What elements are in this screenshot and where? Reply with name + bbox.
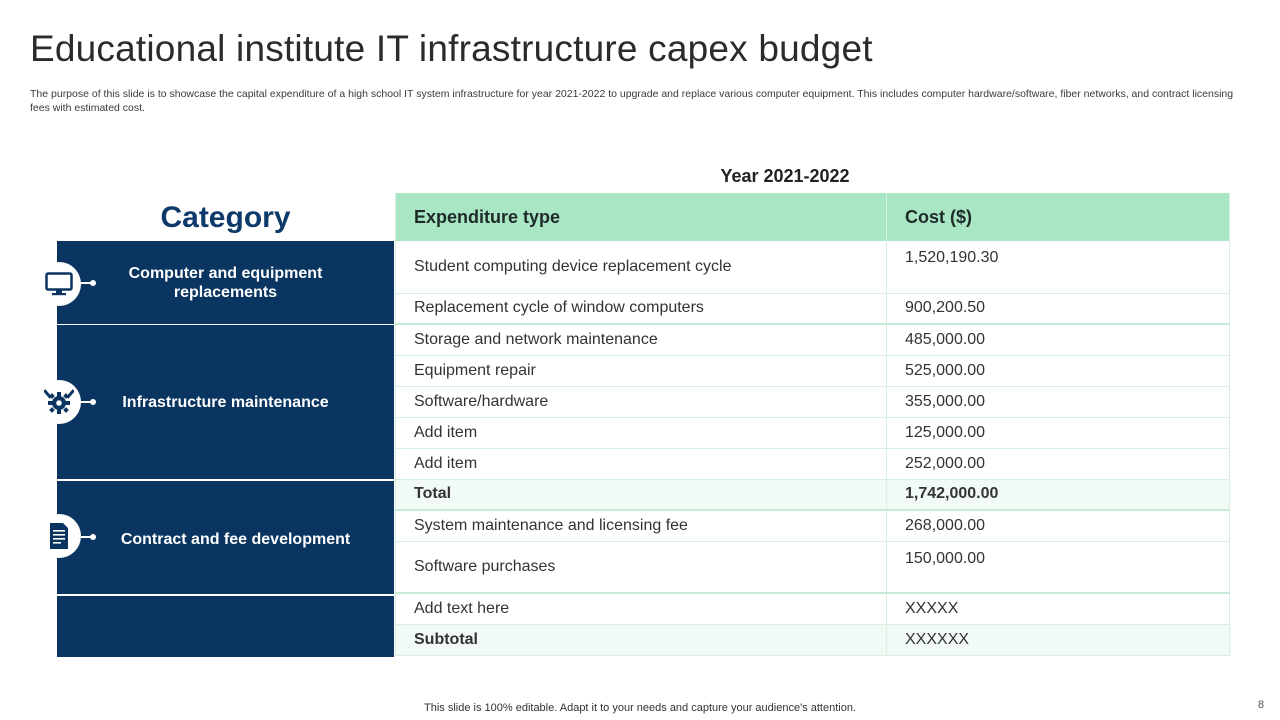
capex-table: Expenditure type Cost ($) Student comput… [395,193,1230,656]
expenditure-cell: Equipment repair [395,355,887,387]
cost-cell: 125,000.00 [886,417,1230,449]
subtotal-label: Subtotal [395,624,887,656]
cost-cell: 900,200.50 [886,293,1230,325]
table-row: System maintenance and licensing fee 268… [395,510,1230,542]
table-header-row: Expenditure type Cost ($) [395,193,1230,241]
cost-cell: 525,000.00 [886,355,1230,387]
table-row: Replacement cycle of window computers 90… [395,293,1230,325]
total-value: 1,742,000.00 [886,479,1230,511]
expenditure-cell: Software/hardware [395,386,887,418]
table-row: Add item 125,000.00 [395,417,1230,449]
expenditure-cell: Add text here [395,593,887,625]
slide-description: The purpose of this slide is to showcase… [30,88,1234,114]
cost-cell: 1,520,190.30 [886,241,1230,294]
expenditure-cell: Add item [395,448,887,480]
cost-cell: 485,000.00 [886,324,1230,356]
cost-cell: 150,000.00 [886,541,1230,594]
table-row: Software purchases 150,000.00 [395,541,1230,594]
cost-cell: 252,000.00 [886,448,1230,480]
gear-tools-icon [37,380,81,424]
cost-cell: 355,000.00 [886,386,1230,418]
connector-line [81,534,96,540]
table-row: Add text here XXXXX [395,593,1230,625]
monitor-icon [37,262,81,306]
header-expenditure-type: Expenditure type [395,193,887,241]
expenditure-cell: System maintenance and licensing fee [395,510,887,542]
connector-line [81,399,96,405]
category-label: Infrastructure maintenance [122,393,329,411]
category-block-computer: Computer and equipment replacements [57,241,394,324]
total-row: Total 1,742,000.00 [395,479,1230,511]
year-label: Year 2021-2022 [720,166,850,186]
table-row: Add item 252,000.00 [395,448,1230,480]
category-label: Computer and equipment replacements [128,264,323,301]
header-cost: Cost ($) [886,193,1230,241]
page-number: 8 [1257,699,1264,711]
table-row: Equipment repair 525,000.00 [395,355,1230,387]
category-label: Contract and fee development [120,531,351,548]
expenditure-cell: Add item [395,417,887,449]
connector-line [81,280,96,286]
total-label: Total [395,479,887,511]
footer-note: This slide is 100% editable. Adapt it to… [0,702,1280,714]
subtotal-row: Subtotal XXXXXX [395,624,1230,656]
category-block-empty [57,596,394,657]
subtotal-value: XXXXXX [886,624,1230,656]
expenditure-cell: Storage and network maintenance [395,324,887,356]
footer-text: This slide is 100% editable. Adapt it to… [424,702,856,714]
cost-cell: 268,000.00 [886,510,1230,542]
cost-cell: XXXXX [886,593,1230,625]
category-heading: Category [160,201,291,234]
table-row: Student computing device replacement cyc… [395,241,1230,294]
slide-title: Educational institute IT infrastructure … [30,28,873,69]
category-block-infrastructure: Infrastructure maintenance [57,325,394,479]
table-row: Software/hardware 355,000.00 [395,386,1230,418]
expenditure-cell: Replacement cycle of window computers [395,293,887,325]
table-row: Storage and network maintenance 485,000.… [395,324,1230,356]
document-icon [37,514,81,558]
expenditure-cell: Software purchases [395,541,887,594]
category-block-contract: Contract and fee development [57,481,394,594]
expenditure-cell: Student computing device replacement cyc… [395,241,887,294]
